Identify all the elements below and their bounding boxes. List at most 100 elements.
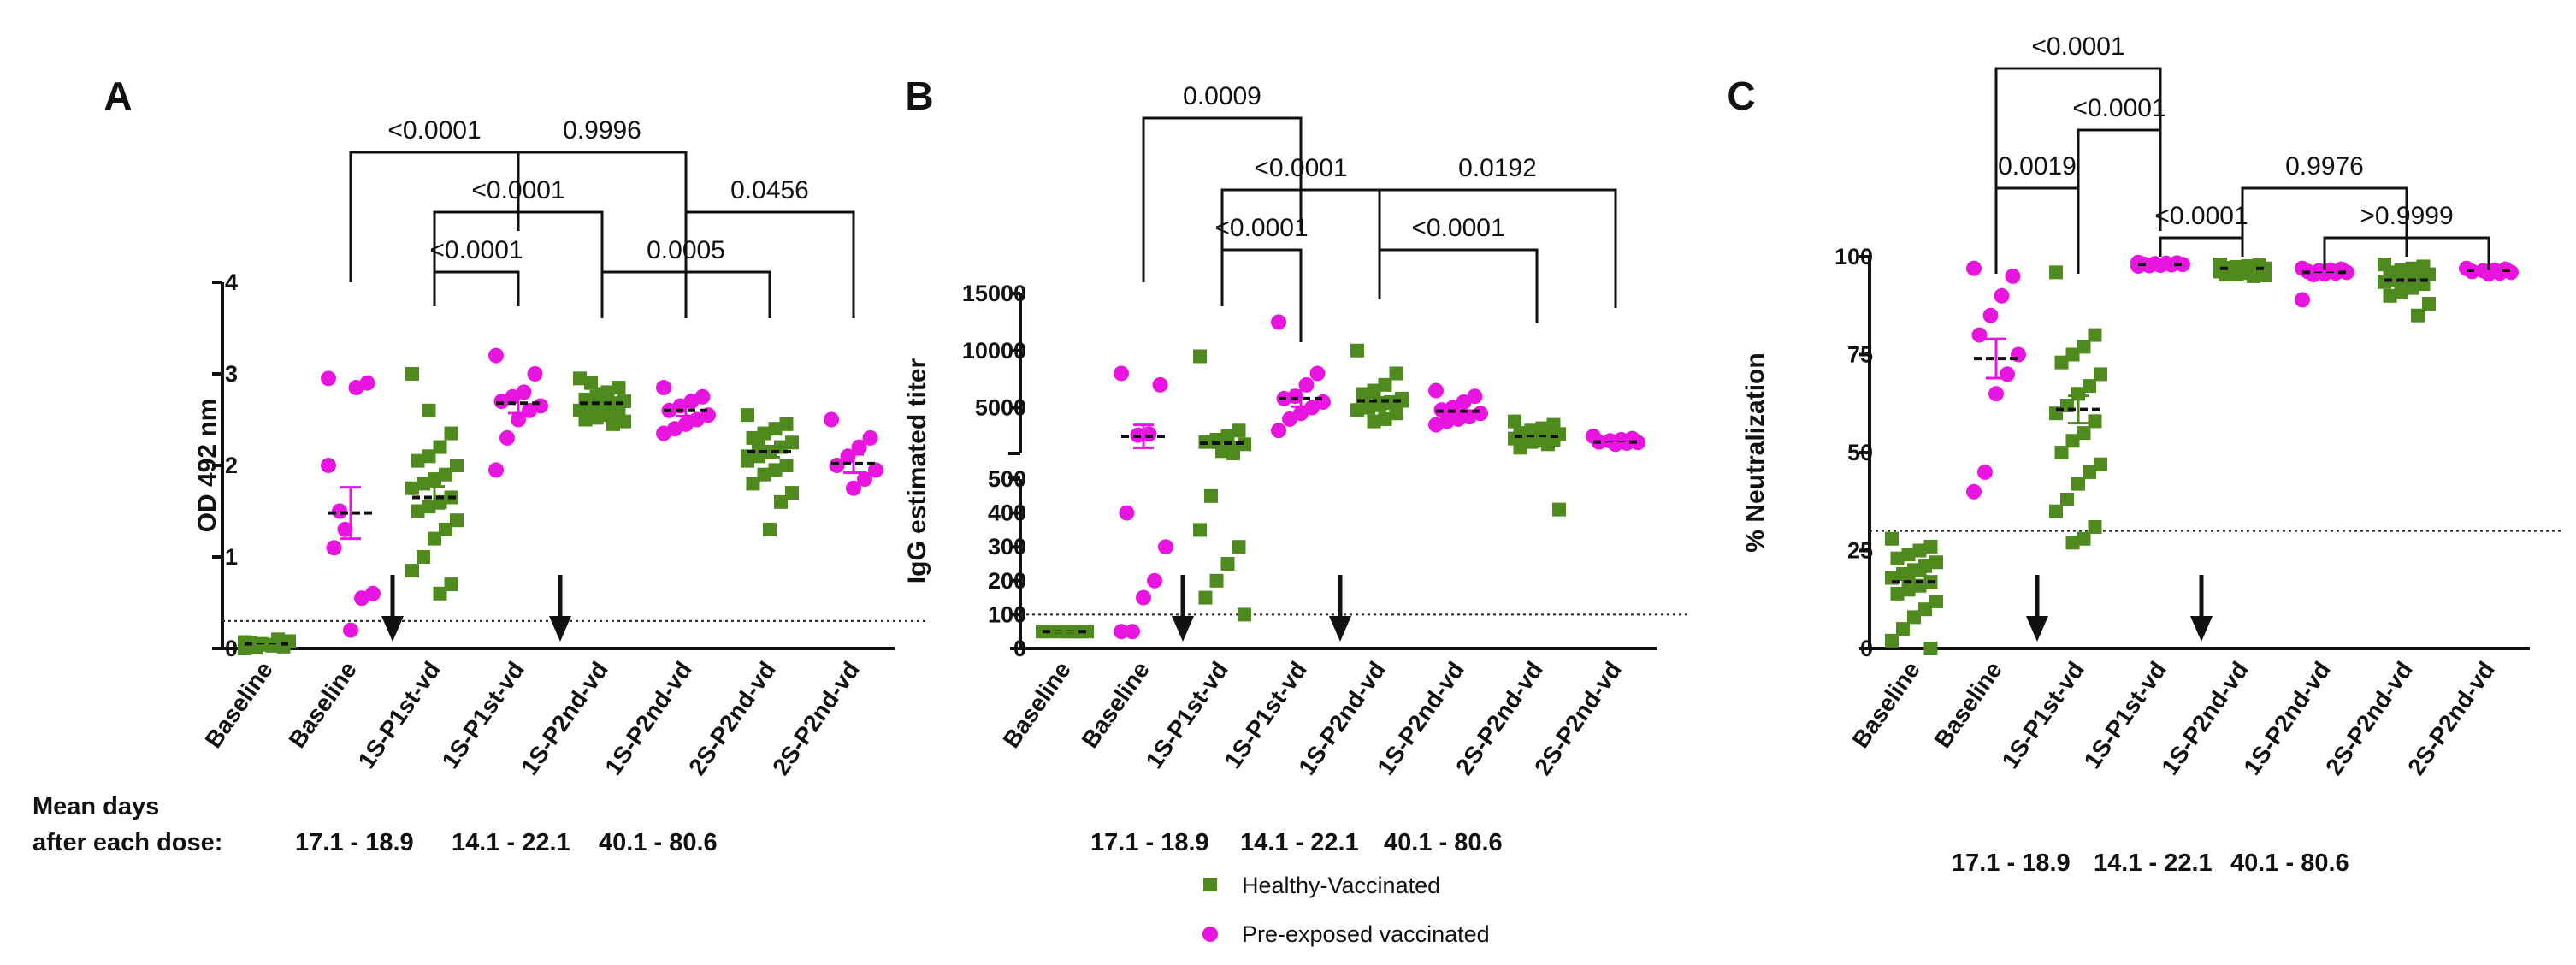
data-point-healthy <box>1901 548 1916 562</box>
day-range-c-2: 14.1 - 22.1 <box>2094 850 2213 877</box>
panel-title: B <box>905 74 933 118</box>
y-tick-label: 0 <box>1013 636 1026 661</box>
data-point-healthy <box>612 381 626 395</box>
data-point-healthy <box>2077 531 2091 546</box>
x-category-label: 1S-P1st-vd <box>2079 657 2171 773</box>
significance-bracket <box>2077 128 2162 231</box>
data-point-healthy <box>1885 633 1899 648</box>
x-category-label: 1S-P1st-vd <box>437 657 529 773</box>
y-tick-label: 5000 <box>975 395 1026 421</box>
data-point-preexposed <box>1966 260 1982 276</box>
data-point-preexposed <box>343 622 358 638</box>
significance-bracket <box>1378 188 1617 308</box>
data-point-healthy <box>433 586 447 601</box>
data-point-healthy <box>768 422 783 436</box>
data-point-preexposed <box>1971 327 1988 343</box>
data-point-preexposed <box>337 521 353 537</box>
data-point-healthy <box>2394 285 2408 299</box>
significance-bracket <box>433 270 520 306</box>
data-point-preexposed <box>1271 423 1286 439</box>
data-point-healthy <box>450 459 464 472</box>
data-point-healthy <box>2411 308 2425 323</box>
data-point-preexposed <box>1147 572 1162 589</box>
x-category-label: 1S-P1st-vd <box>1220 657 1312 773</box>
y-tick-label: 10000 <box>962 338 1026 364</box>
data-point-preexposed <box>1428 382 1444 399</box>
data-point-preexposed <box>2339 264 2354 281</box>
data-point-healthy <box>1367 414 1381 429</box>
data-point-healthy <box>1367 383 1381 398</box>
data-point-healthy <box>1204 488 1218 503</box>
x-category-label: Baseline <box>1076 657 1154 753</box>
data-point-healthy <box>785 486 799 500</box>
data-point-preexposed <box>321 370 336 387</box>
data-point-healthy <box>2258 268 2272 282</box>
data-point-preexposed <box>656 380 671 396</box>
data-point-preexposed <box>332 503 347 519</box>
data-point-preexposed <box>527 366 543 382</box>
data-point-healthy <box>2083 465 2096 479</box>
data-point-healthy <box>2094 367 2107 382</box>
significance-bracket <box>1220 248 1303 342</box>
x-category-label: 1S-P2nd-vd <box>600 657 697 780</box>
data-point-healthy <box>2088 328 2102 342</box>
data-point-healthy <box>1890 586 1905 601</box>
data-point-preexposed <box>1977 464 1993 480</box>
p-value-label: <0.0001 <box>429 236 523 264</box>
y-tick-label: 500 <box>988 466 1026 492</box>
data-point-preexposed <box>2175 257 2190 273</box>
y-tick-label: 300 <box>988 534 1026 559</box>
data-point-preexposed <box>326 540 342 556</box>
data-point-healthy <box>1541 437 1555 452</box>
x-category-label: 1S-P2nd-vd <box>516 657 613 780</box>
data-point-preexposed <box>511 411 526 428</box>
data-point-healthy <box>573 371 587 386</box>
data-point-healthy <box>1238 607 1251 622</box>
data-point-preexposed <box>829 458 845 473</box>
x-category-label: Baseline <box>283 657 361 753</box>
day-range-b-2: 14.1 - 22.1 <box>1240 829 1359 856</box>
data-point-healthy <box>1890 551 1905 565</box>
p-value-label: 0.9976 <box>2285 152 2364 181</box>
dose-arrow-head <box>549 616 571 642</box>
data-point-healthy <box>433 440 447 454</box>
data-point-healthy <box>428 531 441 546</box>
data-point-healthy <box>779 459 794 472</box>
data-point-healthy <box>2077 340 2091 354</box>
data-point-preexposed <box>488 347 504 364</box>
data-point-healthy <box>439 467 452 482</box>
x-category-label: 1S-P2nd-vd <box>2156 657 2254 780</box>
data-point-healthy <box>1912 543 1927 558</box>
data-point-healthy <box>2219 268 2233 282</box>
significance-bracket <box>2241 186 2408 257</box>
data-point-healthy <box>1378 411 1392 426</box>
data-point-healthy <box>2065 536 2080 550</box>
p-value-label: <0.0001 <box>2154 202 2248 230</box>
y-tick-label: 4 <box>225 269 238 295</box>
p-value-label: 0.9996 <box>563 116 641 145</box>
data-point-healthy <box>2071 477 2085 491</box>
p-value-label: 0.0192 <box>1458 154 1537 182</box>
data-point-preexposed <box>1119 505 1135 521</box>
data-point-healthy <box>1232 540 1246 554</box>
panel-a: AOD 492 nm01234BaselineBaseline1S-P1st-v… <box>103 74 929 780</box>
data-point-healthy <box>774 494 788 509</box>
significance-bracket <box>433 210 604 282</box>
data-point-healthy <box>411 453 425 468</box>
data-point-healthy <box>779 417 794 431</box>
y-tick-label: 50 <box>1847 440 1873 465</box>
panel-title: C <box>1727 74 1755 118</box>
panel-c: C % Neutralization 0 25 50 75 100 Baseline Basel… <box>1727 33 2564 780</box>
data-point-healthy <box>2383 288 2397 303</box>
y-tick-label: 400 <box>988 500 1026 526</box>
day-range-b-3: 40.1 - 80.6 <box>1384 829 1503 856</box>
data-point-preexposed <box>2142 258 2157 274</box>
data-point-preexposed <box>2005 268 2021 284</box>
data-point-healthy <box>439 522 452 536</box>
data-point-healthy <box>2060 492 2074 506</box>
x-category-label: 2S-P2nd-vd <box>767 657 865 780</box>
data-point-healthy <box>1901 583 1916 597</box>
data-point-preexposed <box>354 590 369 607</box>
y-axis-label: IgG estimated titer <box>903 358 931 583</box>
